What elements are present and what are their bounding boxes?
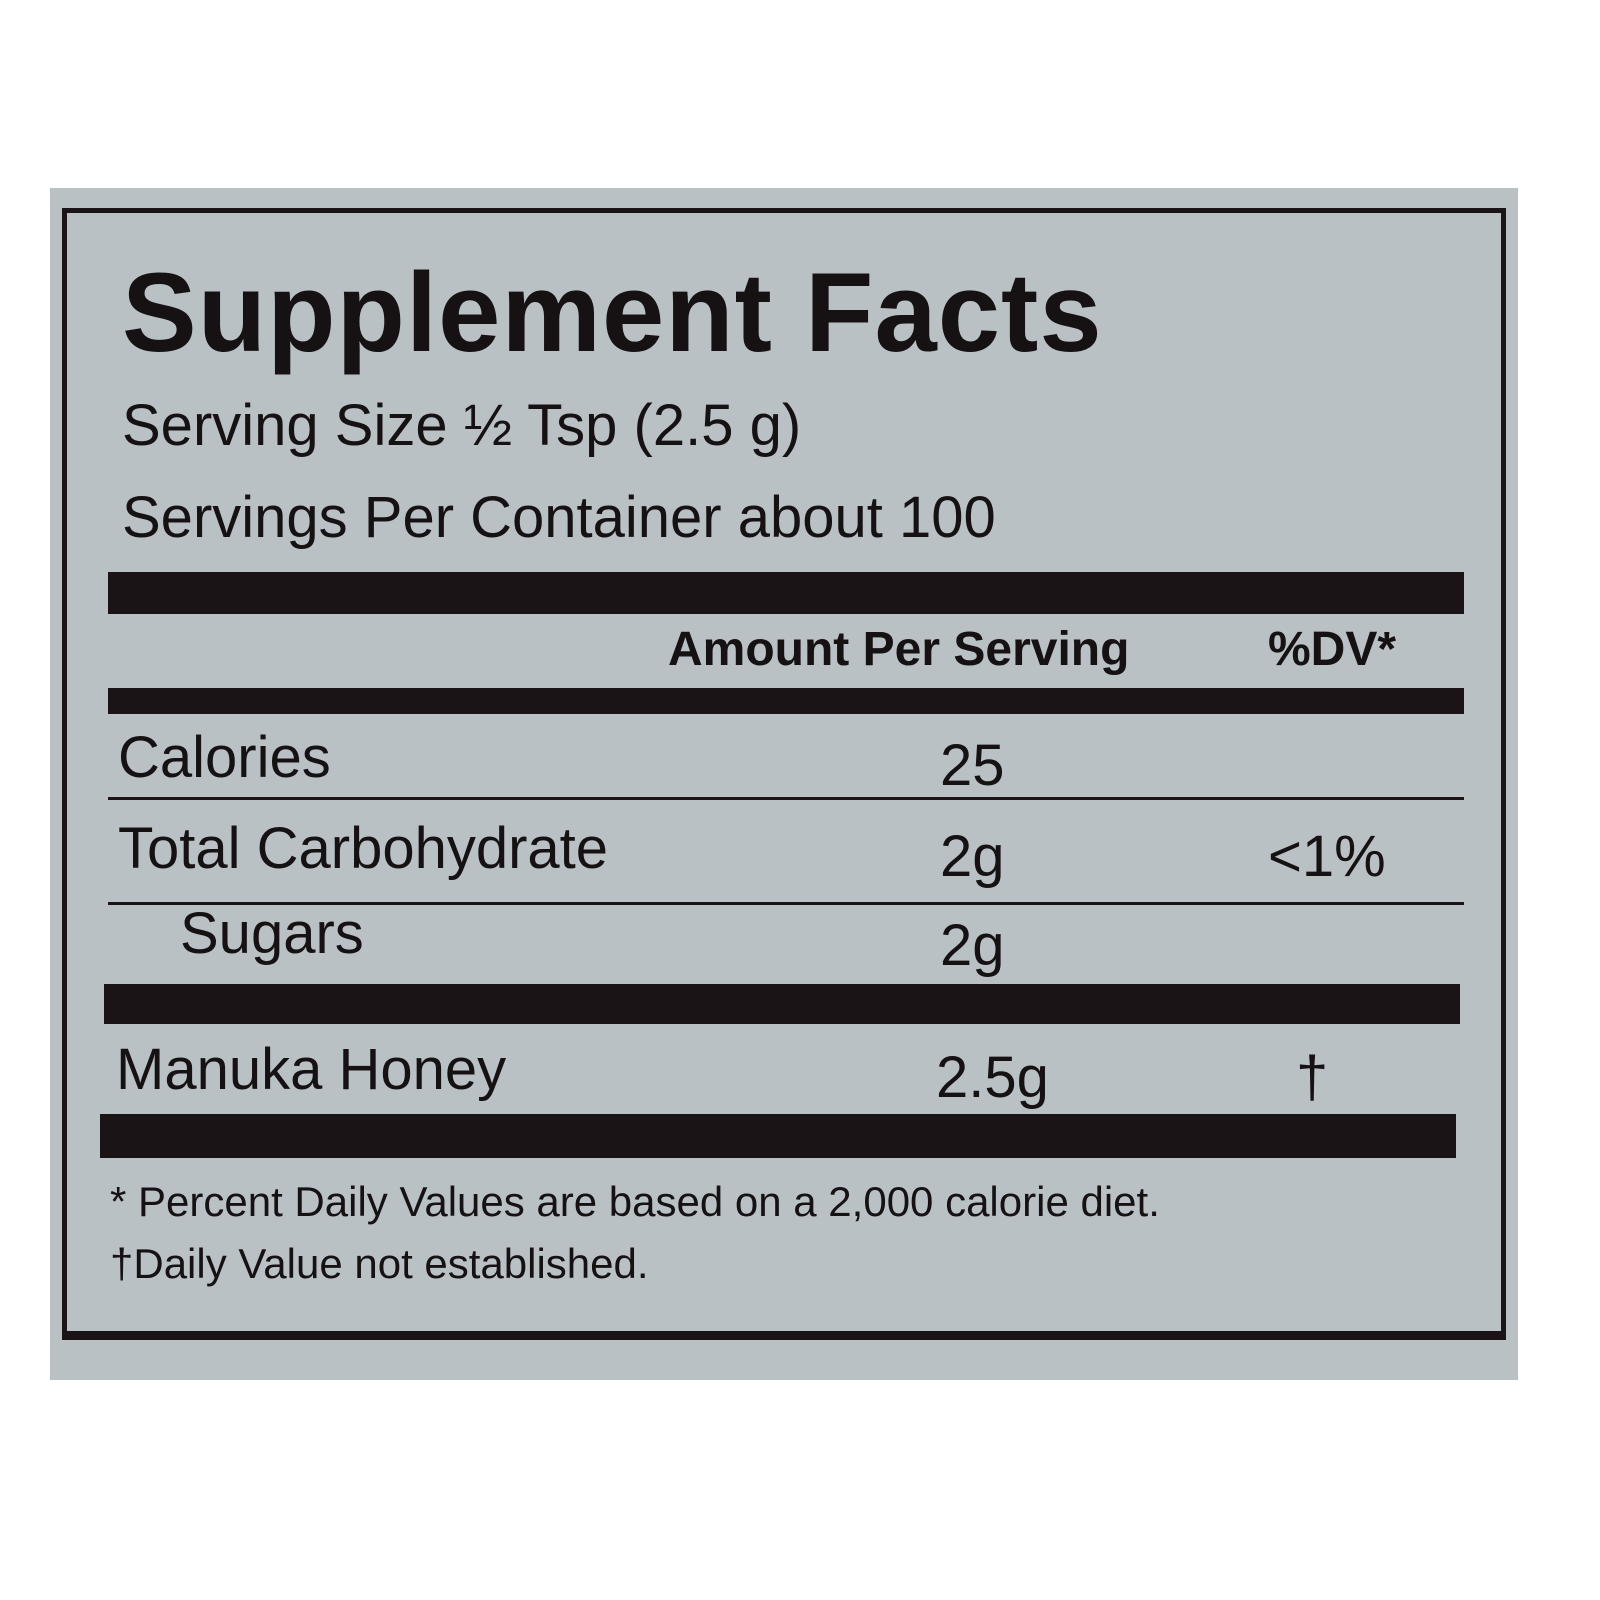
thin-divider xyxy=(108,797,1464,800)
row-amount-total-carbohydrate: 2g xyxy=(940,824,1005,889)
thick-divider xyxy=(108,572,1464,614)
medium-divider xyxy=(108,688,1464,714)
serving-size: Serving Size ½ Tsp (2.5 g) xyxy=(122,393,802,458)
row-name-manuka-honey: Manuka Honey xyxy=(116,1037,507,1102)
label-panel xyxy=(50,188,1518,1380)
row-dv-manuka-honey: † xyxy=(1296,1045,1329,1110)
row-amount-sugars: 2g xyxy=(940,913,1005,978)
supplement-facts-box xyxy=(62,208,1506,1340)
thin-divider xyxy=(108,902,1464,905)
row-name-calories: Calories xyxy=(118,725,331,790)
row-name-total-carbohydrate: Total Carbohydrate xyxy=(118,816,609,881)
footnote-percent-dv: * Percent Daily Values are based on a 2,… xyxy=(110,1178,1160,1225)
footnote-dv-not-established: †Daily Value not established. xyxy=(110,1240,649,1287)
row-amount-calories: 25 xyxy=(940,733,1005,798)
servings-per-container: Servings Per Container about 100 xyxy=(122,485,996,550)
thick-divider xyxy=(100,1114,1456,1158)
row-name-sugars: Sugars xyxy=(180,901,364,966)
row-amount-manuka-honey: 2.5g xyxy=(936,1045,1049,1110)
amount-header: Amount Per Serving xyxy=(668,623,1130,676)
label-title: Supplement Facts xyxy=(122,250,1103,375)
row-dv-total-carbohydrate: <1% xyxy=(1268,824,1386,889)
thick-divider xyxy=(104,984,1460,1024)
dv-header: %DV* xyxy=(1268,623,1397,676)
